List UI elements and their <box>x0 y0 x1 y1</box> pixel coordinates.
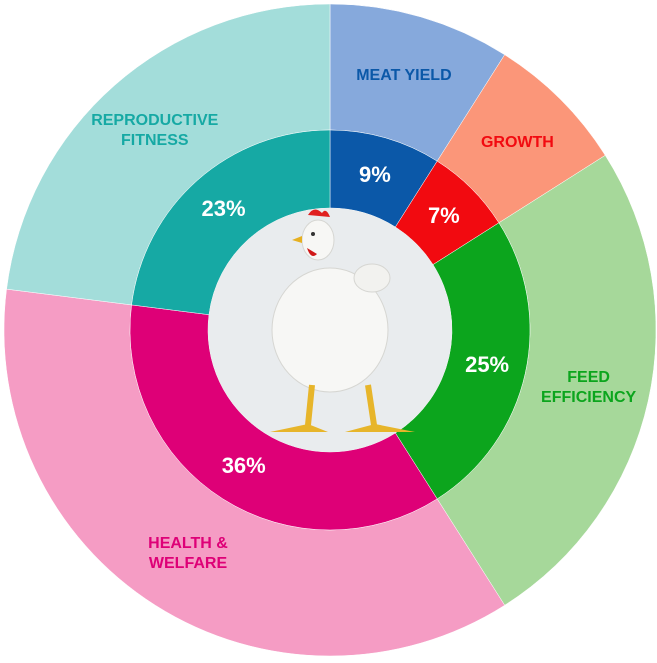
category-label: REPRODUCTIVE FITNESS <box>90 111 220 151</box>
chart-svg <box>0 0 657 663</box>
chart: 9% MEAT YIELD 7% GROWTH 25% FEED EFFICIENCY 36… <box>0 0 657 663</box>
category-label: MEAT YIELD <box>339 66 469 86</box>
category-label: HEALTH & WELFARE <box>123 534 253 574</box>
value-label: 36% <box>222 453 266 479</box>
value-label: 7% <box>428 203 460 229</box>
category-label: GROWTH <box>452 133 582 153</box>
category-label: FEED EFFICIENCY <box>524 368 654 408</box>
value-label: 25% <box>465 352 509 378</box>
value-label: 23% <box>201 196 245 222</box>
value-label: 9% <box>359 162 391 188</box>
